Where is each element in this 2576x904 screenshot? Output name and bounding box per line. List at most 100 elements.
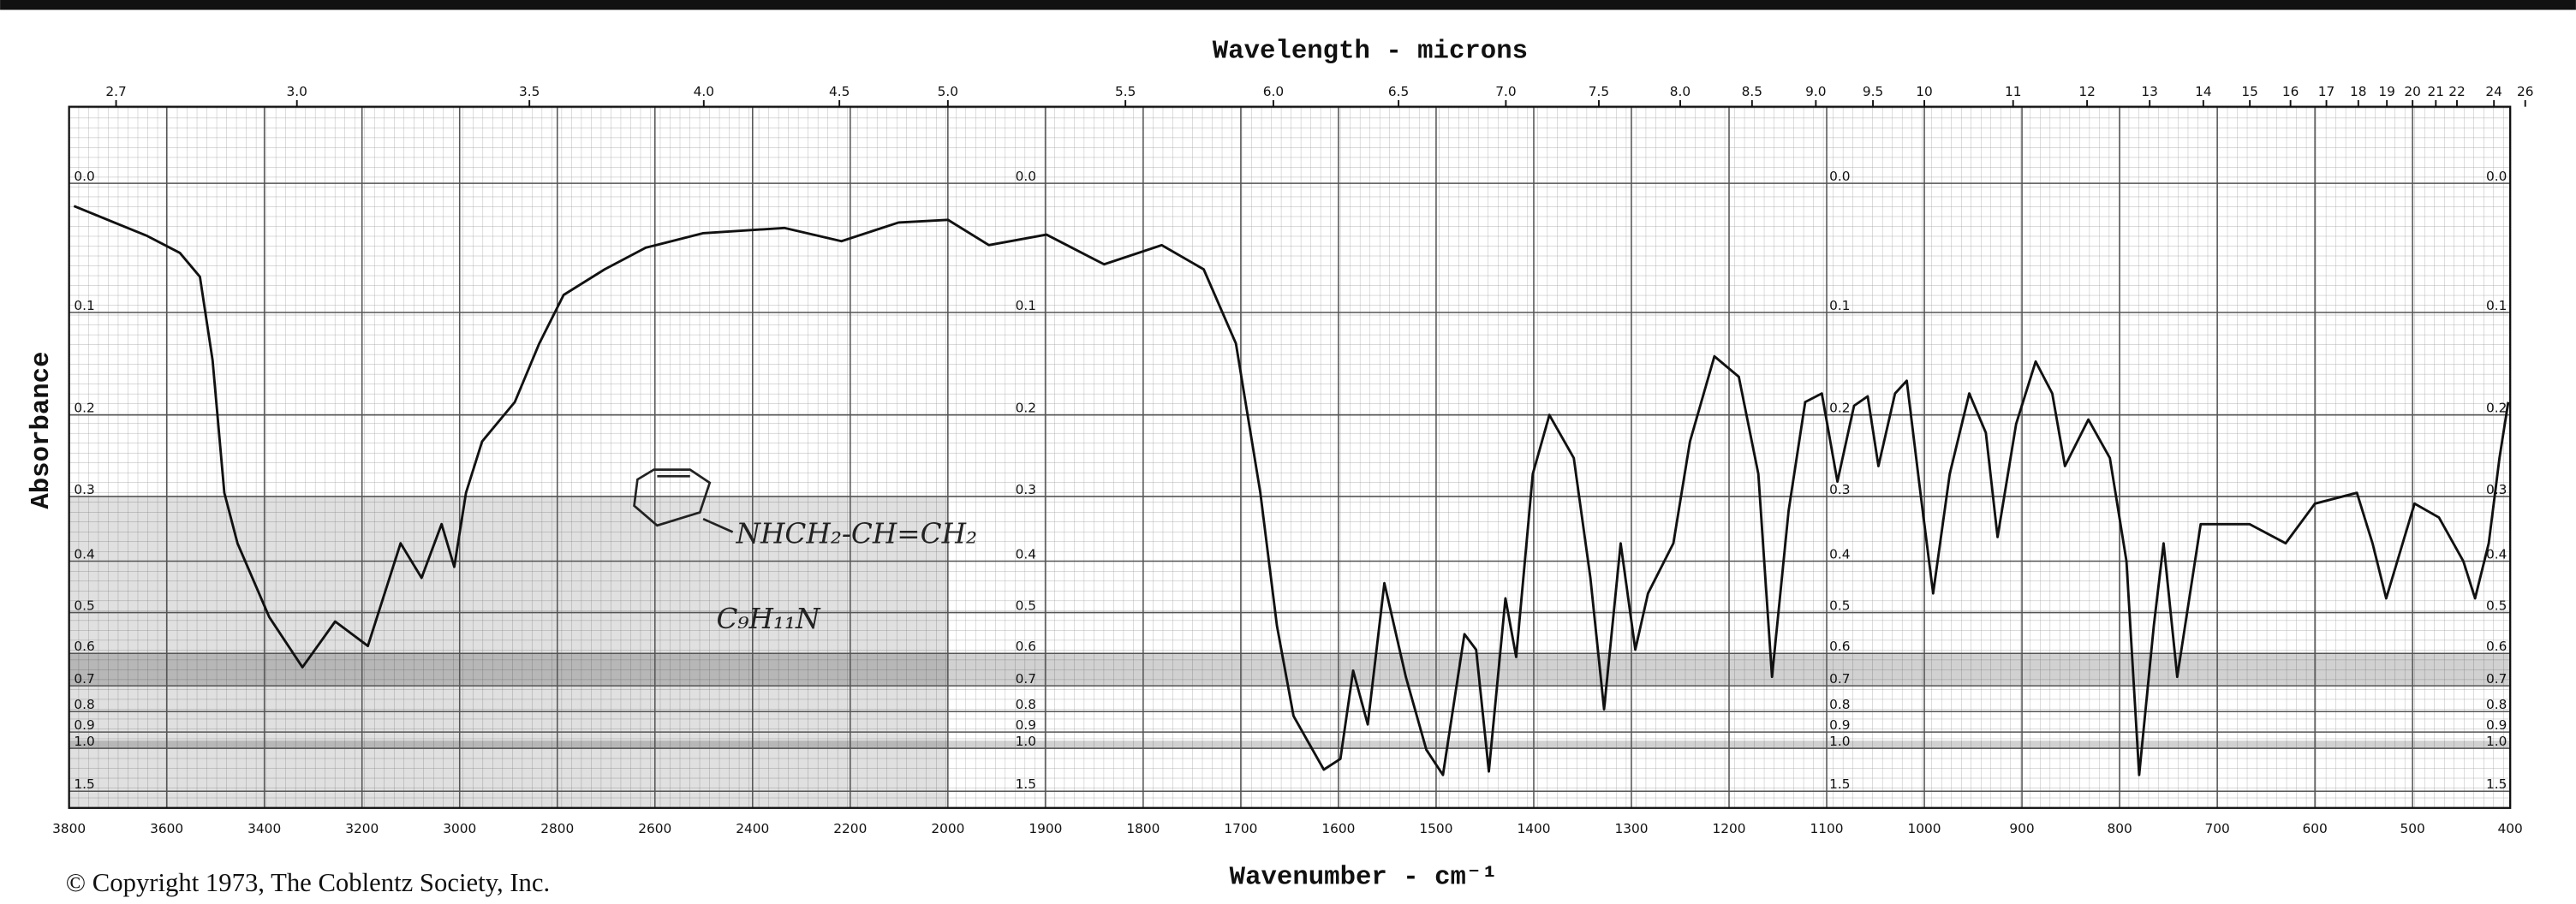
- y-tick-label: 0.1: [1829, 298, 1850, 313]
- x-tick-label: 900: [2009, 821, 2034, 836]
- x-tick-label: 3800: [52, 821, 86, 836]
- x-tick-label: 2800: [540, 821, 574, 836]
- y-tick-label: 0.7: [1016, 671, 1036, 687]
- y-tick-label: 0.7: [2486, 671, 2507, 687]
- x2-tick-label: 15: [2241, 84, 2258, 99]
- y-tick-label: 0.9: [1829, 717, 1850, 733]
- x-tick-label: 600: [2303, 821, 2328, 836]
- y-tick-label: 0.5: [2486, 598, 2507, 613]
- x-tick-label: 1700: [1224, 821, 1257, 836]
- x2-tick-label: 11: [2005, 84, 2022, 99]
- y-tick-label: 0.7: [74, 671, 94, 687]
- y-tick-label: 0.0: [1016, 169, 1036, 184]
- x-tick-label: 2200: [833, 821, 867, 836]
- x-tick-label: 1100: [1810, 821, 1844, 836]
- x-tick-label: 1800: [1126, 821, 1160, 836]
- y-tick-label: 0.9: [1016, 717, 1036, 733]
- x2-tick-label: 10: [1916, 84, 1933, 99]
- x2-tick-label: 14: [2195, 84, 2212, 99]
- x-tick-label: 1000: [1908, 821, 1941, 836]
- y-tick-label: 0.4: [1829, 546, 1850, 562]
- y-tick-label: 0.2: [1829, 401, 1850, 416]
- x-tick-label: 500: [2400, 821, 2425, 836]
- x2-tick-label: 5.0: [938, 84, 958, 99]
- x2-tick-label: 3.0: [287, 84, 307, 99]
- x2-tick-label: 7.5: [1589, 84, 1609, 99]
- y-tick-label: 0.0: [1829, 169, 1850, 184]
- x2-tick-label: 7.0: [1495, 84, 1516, 99]
- y-tick-label: 0.8: [2486, 697, 2507, 712]
- y-tick-label: 0.0: [2486, 169, 2507, 184]
- y-axis-title: Absorbance: [27, 352, 57, 509]
- y-tick-label: 0.5: [1016, 598, 1036, 613]
- x2-tick-label: 5.5: [1115, 84, 1136, 99]
- y-tick-label: 1.0: [1829, 734, 1850, 749]
- formula: C₉H₁₁N: [716, 603, 821, 635]
- x2-tick-label: 9.5: [1863, 84, 1883, 99]
- x-tick-label: 800: [2107, 821, 2132, 836]
- y-tick-label: 0.6: [2486, 639, 2507, 654]
- x-tick-label: 1200: [1713, 821, 1746, 836]
- x2-tick-label: 16: [2282, 84, 2299, 99]
- x2-tick-label: 26: [2517, 84, 2534, 99]
- shading: [69, 496, 948, 808]
- frame: [68, 105, 2512, 809]
- x2-tick-label: 8.0: [1670, 84, 1690, 99]
- y-tick-label: 0.8: [74, 697, 94, 712]
- x-tick-label: 1900: [1029, 821, 1062, 836]
- x-axis-title: Wavenumber - cm⁻¹: [1230, 862, 1498, 892]
- x-tick-label: 700: [2204, 821, 2229, 836]
- x2-tick-label: 21: [2428, 84, 2445, 99]
- y-tick-label: 1.5: [2486, 776, 2507, 792]
- x-tick-label: 2600: [638, 821, 671, 836]
- x2-tick-label: 4.0: [694, 84, 714, 99]
- y-tick-label: 0.6: [1016, 639, 1036, 654]
- plot-area: [68, 106, 2511, 808]
- y-tick-label: 0.8: [1016, 697, 1036, 712]
- copyright: © Copyright 1973, The Coblentz Society, …: [66, 868, 550, 897]
- x-tick-label: 400: [2498, 821, 2523, 836]
- x-tick-label: 1300: [1614, 821, 1648, 836]
- y-tick-label: 0.2: [2486, 401, 2507, 416]
- x-tick-label: 2000: [931, 821, 964, 836]
- y-tick-label: 0.4: [74, 546, 94, 562]
- y-tick-label: 0.3: [1829, 482, 1850, 497]
- shading: [69, 653, 2511, 687]
- y-tick-label: 0.1: [74, 298, 94, 313]
- y-tick-label: 0.1: [1016, 298, 1036, 313]
- y-tick-label: 0.8: [1829, 697, 1850, 712]
- y-tick-label: 1.5: [1829, 776, 1850, 792]
- spectrum-line: [73, 205, 2510, 776]
- x-tick-label: 1500: [1419, 821, 1452, 836]
- shading: [69, 740, 2511, 749]
- y-tick-label: 0.9: [2486, 717, 2507, 733]
- x2-tick-label: 13: [2141, 84, 2158, 99]
- x-tick-label: 1600: [1321, 821, 1355, 836]
- x2-tick-label: 19: [2378, 84, 2395, 99]
- x-tick-label: 3600: [150, 821, 183, 836]
- y-tick-label: 0.4: [2486, 546, 2507, 562]
- y-tick-label: 0.2: [74, 401, 94, 416]
- bond: [702, 517, 734, 533]
- y-tick-label: 0.7: [1829, 671, 1850, 687]
- x2-tick-label: 22: [2448, 84, 2466, 99]
- x2-tick-label: 12: [2078, 84, 2096, 99]
- y-tick-label: 0.1: [2486, 298, 2507, 313]
- y-tick-label: 1.0: [1016, 734, 1036, 749]
- x2-tick-label: 6.0: [1263, 84, 1284, 99]
- y-tick-label: 0.2: [1016, 401, 1036, 416]
- x-tick-label: 2400: [736, 821, 769, 836]
- x2-tick-label: 3.5: [519, 84, 540, 99]
- y-tick-label: 1.0: [74, 734, 94, 749]
- scan-edge: [0, 0, 2576, 10]
- y-tick-label: 0.0: [74, 169, 94, 184]
- y-tick-label: 0.5: [74, 598, 94, 613]
- chart-title: Wavelength - microns: [1213, 37, 1528, 67]
- y-tick-label: 0.4: [1016, 546, 1036, 562]
- x2-tick-label: 20: [2404, 84, 2421, 99]
- x2-tick-label: 24: [2485, 84, 2502, 99]
- x-tick-label: 3400: [247, 821, 281, 836]
- x2-tick-label: 8.5: [1742, 84, 1762, 99]
- y-tick-label: 1.0: [2486, 734, 2507, 749]
